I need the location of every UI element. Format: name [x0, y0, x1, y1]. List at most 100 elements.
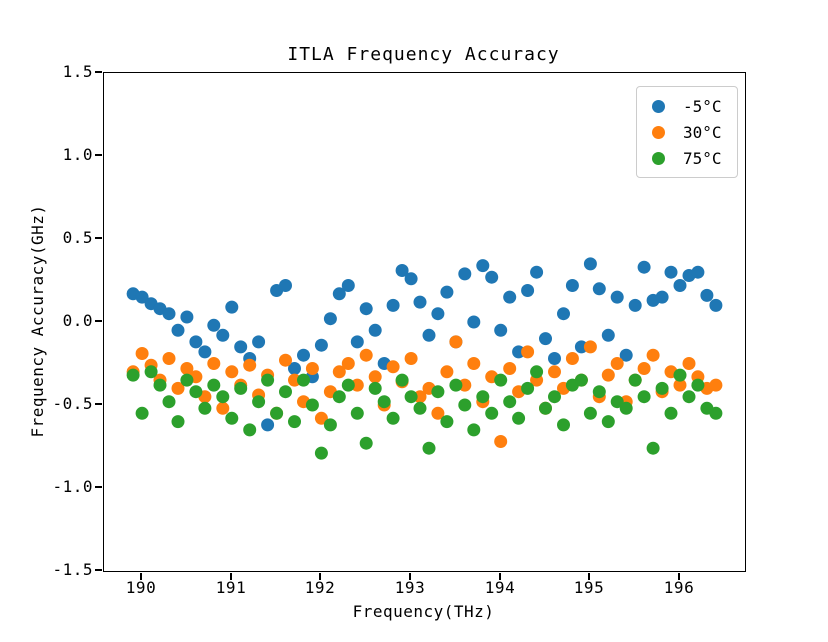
- scatter-point-series-0: [530, 265, 544, 279]
- scatter-point-series-2: [494, 373, 508, 387]
- scatter-point-series-1: [225, 365, 239, 379]
- legend: -5°C 30°C 75°C: [636, 86, 738, 178]
- scatter-point-series-0: [601, 328, 615, 342]
- legend-marker-icon: [652, 125, 665, 139]
- scatter-point-series-2: [530, 365, 544, 379]
- scatter-point-series-2: [252, 395, 266, 409]
- scatter-point-series-1: [135, 347, 149, 360]
- scatter-point-series-2: [189, 385, 203, 399]
- scatter-point-series-0: [386, 298, 400, 312]
- x-tick-label: 196: [663, 578, 695, 597]
- y-tick-mark: [95, 71, 102, 73]
- y-tick-mark: [95, 154, 102, 156]
- scatter-point-series-2: [404, 390, 418, 404]
- scatter-point-series-1: [305, 362, 319, 375]
- scatter-point-series-2: [305, 398, 319, 412]
- scatter-point-series-2: [655, 381, 669, 395]
- scatter-point-series-2: [512, 411, 526, 425]
- plot-area: -5°C 30°C 75°C: [103, 72, 746, 572]
- scatter-point-series-2: [323, 418, 337, 432]
- scatter-point-series-0: [458, 267, 472, 281]
- y-tick-label: 1.0: [62, 145, 93, 164]
- scatter-point-series-2: [440, 415, 454, 429]
- x-tick-mark: [678, 573, 680, 580]
- scatter-point-series-2: [548, 390, 561, 404]
- scatter-point-series-0: [395, 264, 409, 277]
- scatter-point-series-0: [189, 335, 203, 349]
- scatter-point-series-2: [619, 401, 633, 415]
- scatter-point-series-1: [440, 365, 454, 379]
- scatter-point-series-0: [503, 290, 517, 304]
- scatter-point-series-0: [440, 285, 454, 299]
- scatter-point-series-0: [610, 290, 624, 304]
- x-tick-label: 195: [573, 578, 605, 597]
- x-tick-mark: [588, 573, 590, 580]
- scatter-point-series-1: [637, 362, 651, 375]
- scatter-point-series-2: [153, 378, 167, 392]
- scatter-point-series-2: [601, 415, 615, 429]
- scatter-point-series-0: [180, 310, 194, 324]
- scatter-point-series-0: [673, 279, 687, 292]
- scatter-point-series-1: [350, 378, 364, 392]
- chart-title: ITLA Frequency Accuracy: [287, 44, 560, 65]
- scatter-point-series-2: [637, 390, 651, 404]
- scatter-point-series-0: [359, 302, 373, 316]
- x-tick-mark: [140, 573, 142, 580]
- scatter-point-series-0: [521, 284, 535, 297]
- scatter-point-series-0: [234, 340, 248, 354]
- scatter-point-series-2: [628, 373, 642, 387]
- legend-marker-icon: [652, 151, 665, 165]
- y-tick-mark: [95, 403, 102, 405]
- scatter-point-series-0: [413, 295, 427, 309]
- scatter-point-series-0: [512, 345, 526, 359]
- scatter-point-series-0: [709, 298, 723, 312]
- scatter-point-series-0: [162, 307, 176, 321]
- scatter-point-series-1: [565, 352, 579, 365]
- scatter-point-series-1: [216, 401, 230, 415]
- scatter-point-series-0: [135, 290, 149, 304]
- scatter-point-series-2: [449, 378, 463, 392]
- scatter-point-series-1: [207, 357, 221, 370]
- scatter-point-series-2: [476, 390, 490, 404]
- scatter-point-series-0: [637, 260, 651, 274]
- scatter-point-series-1: [646, 348, 660, 362]
- scatter-point-series-2: [592, 385, 606, 399]
- scatter-point-series-1: [368, 370, 382, 384]
- legend-item: 30°C: [637, 119, 737, 145]
- scatter-point-series-0: [628, 298, 642, 312]
- scatter-point-series-2: [503, 395, 517, 409]
- scatter-point-series-1: [449, 335, 463, 349]
- scatter-point-series-0: [288, 362, 301, 375]
- y-tick-mark: [95, 569, 102, 571]
- scatter-point-series-1: [467, 357, 481, 370]
- scatter-point-series-1: [386, 360, 400, 374]
- legend-marker-icon: [652, 99, 665, 113]
- scatter-point-series-1: [601, 368, 615, 382]
- scatter-point-series-2: [314, 446, 328, 460]
- y-tick-label: 0.5: [62, 228, 93, 247]
- scatter-point-series-2: [691, 378, 705, 392]
- scatter-point-series-0: [592, 282, 606, 296]
- scatter-point-series-0: [467, 315, 481, 329]
- y-tick-label: -1.0: [52, 477, 93, 496]
- scatter-point-series-0: [252, 335, 266, 349]
- scatter-point-series-2: [359, 436, 373, 450]
- scatter-point-series-1: [332, 365, 346, 379]
- scatter-point-series-2: [225, 411, 239, 425]
- scatter-point-series-2: [458, 398, 472, 412]
- scatter-point-series-2: [467, 423, 481, 437]
- scatter-point-series-1: [171, 381, 185, 395]
- scatter-point-series-0: [323, 312, 337, 326]
- scatter-point-series-0: [691, 265, 705, 279]
- scatter-point-series-2: [386, 411, 400, 425]
- scatter-point-series-2: [583, 406, 597, 420]
- x-tick-label: 192: [304, 578, 336, 597]
- scatter-point-series-0: [539, 332, 552, 346]
- scatter-canvas: [126, 257, 723, 460]
- scatter-point-series-2: [171, 415, 185, 429]
- scatter-point-series-0: [198, 345, 212, 359]
- scatter-point-series-0: [341, 279, 355, 292]
- scatter-point-series-0: [368, 323, 382, 337]
- scatter-point-series-2: [521, 381, 535, 395]
- scatter-point-series-0: [557, 307, 570, 321]
